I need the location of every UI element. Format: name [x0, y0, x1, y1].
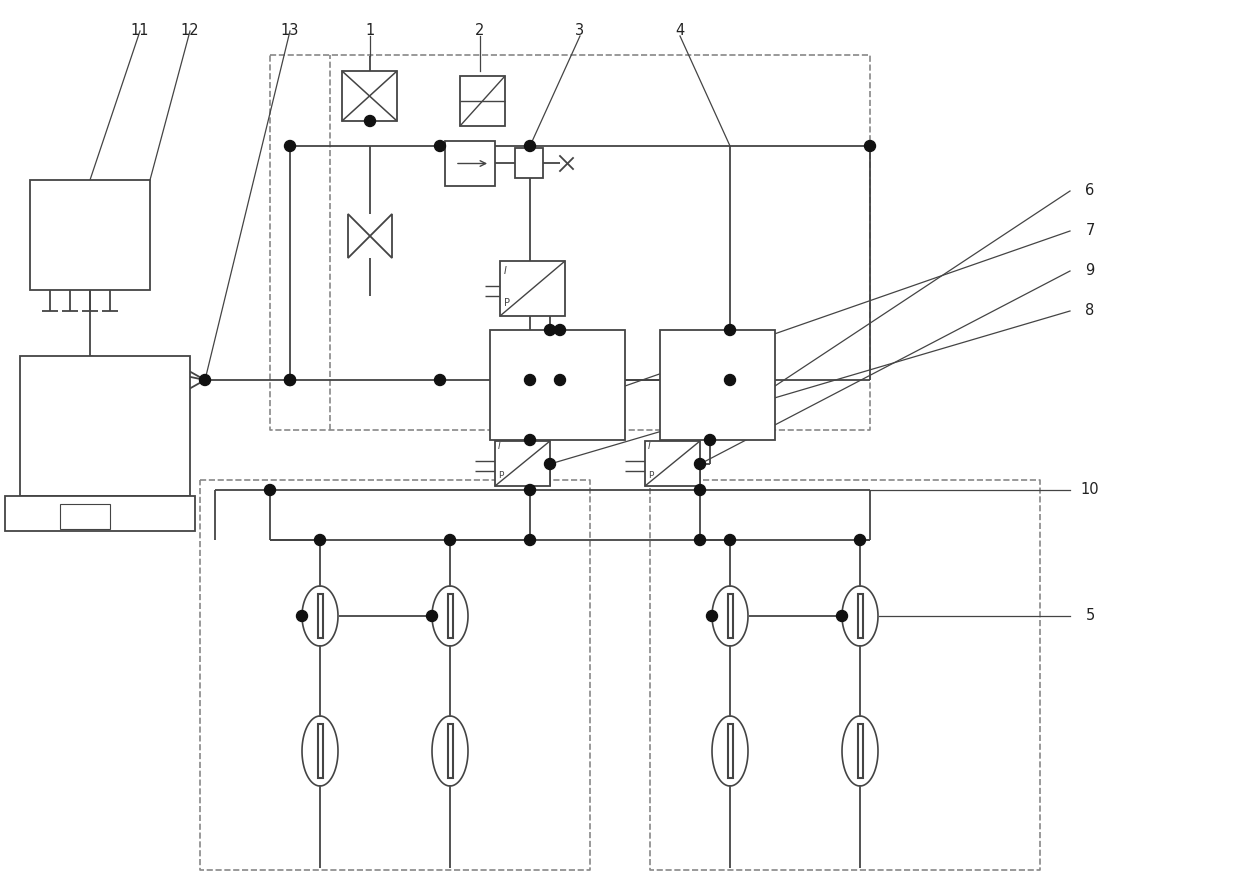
Polygon shape [861, 716, 878, 786]
Bar [490, 330, 625, 440]
Circle shape [724, 324, 735, 336]
Polygon shape [712, 716, 748, 786]
Circle shape [525, 434, 536, 446]
Circle shape [854, 534, 866, 546]
Circle shape [544, 324, 556, 336]
Circle shape [864, 140, 875, 152]
Polygon shape [348, 214, 370, 258]
Text: I: I [649, 442, 651, 451]
Text: 12: 12 [181, 24, 200, 39]
Bar [660, 330, 775, 440]
Polygon shape [450, 586, 467, 646]
Bar [60, 504, 110, 529]
Circle shape [525, 484, 536, 496]
Polygon shape [842, 586, 878, 646]
Circle shape [724, 534, 735, 546]
Text: 4: 4 [676, 24, 684, 39]
Circle shape [694, 484, 706, 496]
Circle shape [284, 375, 295, 385]
Polygon shape [370, 214, 392, 258]
Bar [5, 496, 195, 531]
Bar [20, 356, 190, 496]
Text: I: I [498, 442, 501, 451]
Text: 1: 1 [366, 24, 374, 39]
Bar [728, 724, 733, 778]
Bar [445, 141, 495, 186]
Circle shape [525, 375, 536, 385]
Polygon shape [730, 586, 748, 646]
Text: 7: 7 [1085, 223, 1095, 238]
Text: P: P [649, 471, 653, 480]
Bar [645, 441, 701, 486]
Text: I: I [503, 266, 507, 276]
Polygon shape [730, 716, 748, 786]
Bar [460, 76, 505, 126]
Bar [515, 148, 543, 178]
Bar [858, 594, 863, 638]
Circle shape [554, 324, 565, 336]
Text: 9: 9 [1085, 264, 1095, 279]
Text: 10: 10 [1081, 483, 1100, 498]
Circle shape [525, 534, 536, 546]
Bar [500, 261, 565, 316]
Circle shape [365, 116, 376, 126]
Circle shape [837, 611, 847, 621]
Circle shape [707, 611, 718, 621]
Circle shape [427, 611, 438, 621]
Circle shape [694, 458, 706, 470]
Circle shape [284, 140, 295, 152]
Bar [317, 724, 322, 778]
Circle shape [704, 434, 715, 446]
Polygon shape [432, 586, 467, 646]
Text: 5: 5 [1085, 609, 1095, 624]
Circle shape [264, 484, 275, 496]
Polygon shape [712, 586, 748, 646]
Text: 13: 13 [280, 24, 299, 39]
Circle shape [444, 534, 455, 546]
Polygon shape [320, 586, 339, 646]
Text: P: P [503, 298, 510, 308]
Circle shape [200, 375, 211, 385]
Polygon shape [861, 586, 878, 646]
Circle shape [544, 458, 556, 470]
Bar [317, 594, 322, 638]
Bar [342, 71, 397, 121]
Bar [448, 594, 453, 638]
Text: 6: 6 [1085, 183, 1095, 199]
Circle shape [434, 140, 445, 152]
Bar [30, 180, 150, 290]
Polygon shape [303, 716, 339, 786]
Circle shape [284, 375, 295, 385]
Circle shape [724, 375, 735, 385]
Polygon shape [432, 716, 467, 786]
Polygon shape [842, 716, 878, 786]
Polygon shape [303, 586, 339, 646]
Circle shape [554, 375, 565, 385]
Circle shape [525, 140, 536, 152]
Bar [858, 724, 863, 778]
Text: 3: 3 [575, 24, 584, 39]
Text: 2: 2 [475, 24, 485, 39]
Polygon shape [320, 716, 339, 786]
Polygon shape [450, 716, 467, 786]
Text: P: P [498, 471, 503, 480]
Bar [448, 724, 453, 778]
Bar [728, 594, 733, 638]
Text: 11: 11 [130, 24, 149, 39]
Circle shape [434, 375, 445, 385]
Circle shape [296, 611, 308, 621]
Circle shape [315, 534, 325, 546]
Bar [495, 441, 551, 486]
Circle shape [694, 534, 706, 546]
Text: 8: 8 [1085, 303, 1095, 319]
